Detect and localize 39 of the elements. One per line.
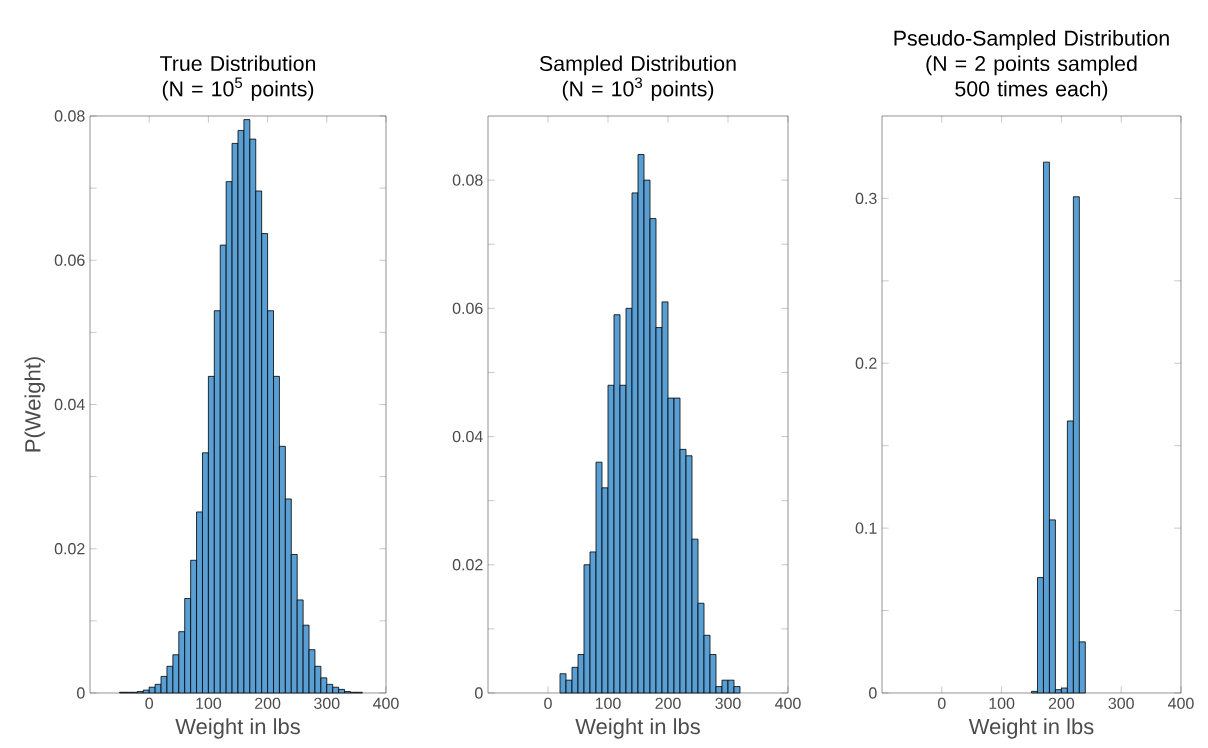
y-tick-label: 0.04 <box>452 430 483 443</box>
x-tick-label: 200 <box>255 697 281 710</box>
x-axis-title: Weight in lbs <box>175 718 300 739</box>
x-tick-label: 400 <box>373 697 399 710</box>
x-tick-label: 0 <box>145 697 154 710</box>
chart-subtitle: (N = 2 points sampled 500 times each) <box>926 55 1137 101</box>
y-tick-label: 0 <box>869 687 877 699</box>
chart-title: Sampled Distribution <box>539 55 736 76</box>
x-tick-label: 0 <box>937 697 946 710</box>
x-tick-label: 200 <box>655 697 681 710</box>
y-tick-label: 0.06 <box>452 302 483 314</box>
chart-subtitle: (N = 10$^{3}$ points) <box>562 77 714 101</box>
x-tick-label: 0 <box>544 697 552 710</box>
chart-title: True Distribution <box>160 55 316 72</box>
x-tick-label: 400 <box>1168 697 1194 710</box>
y-tick-label: 0.08 <box>54 110 85 122</box>
x-tick-label: 300 <box>314 697 340 710</box>
y-tick-label: 0.06 <box>54 254 85 266</box>
y-tick-label: 0.1 <box>855 522 877 534</box>
y-tick-label: 0 <box>77 687 85 699</box>
y-axis-title: P(Weight) <box>24 357 45 452</box>
x-tick-label: 300 <box>1108 697 1134 710</box>
y-tick-label: 0.02 <box>452 559 483 571</box>
x-tick-label: 100 <box>989 697 1015 710</box>
y-tick-label: 0.02 <box>54 543 85 555</box>
chart-title: Pseudo-Sampled Distribution <box>894 30 1169 50</box>
y-tick-label: 0.2 <box>855 357 877 369</box>
chart-subtitle: (N = 10$^{5}$ points) <box>162 77 314 101</box>
x-axis-title: Weight in lbs <box>968 718 1094 739</box>
x-axis-title: Weight in lbs <box>575 718 700 739</box>
x-tick-label: 400 <box>775 697 801 710</box>
x-tick-label: 300 <box>715 697 741 710</box>
x-tick-label: 100 <box>595 697 621 710</box>
y-tick-label: 0.04 <box>54 398 85 411</box>
y-tick-label: 0.3 <box>855 192 877 205</box>
y-tick-label: 0 <box>475 687 483 699</box>
y-tick-label: 0.08 <box>452 174 483 186</box>
x-tick-label: 100 <box>196 697 222 710</box>
x-tick-label: 200 <box>1048 697 1075 710</box>
